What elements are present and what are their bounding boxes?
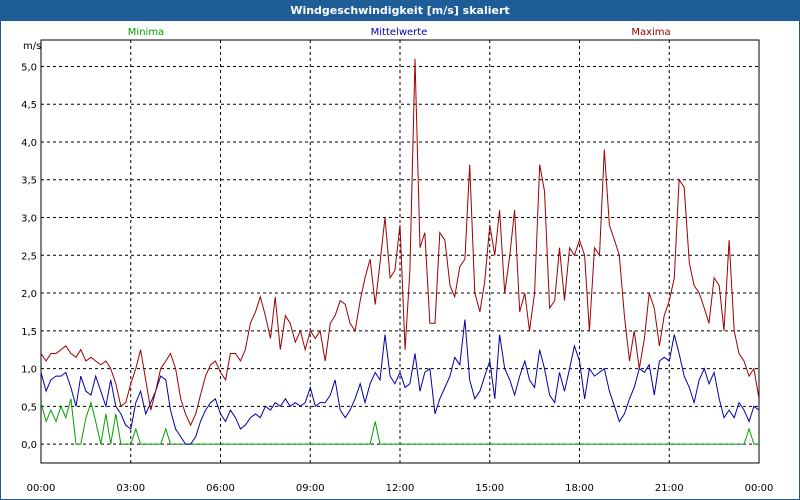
legend-maxima: Maxima <box>631 27 670 38</box>
x-axis: 00:0024.06.2403:0024.06.2406:0024.06.240… <box>27 483 774 494</box>
x-tick-time: 09:00 <box>296 483 325 494</box>
series-line-maxima <box>41 58 759 427</box>
grid <box>41 40 759 463</box>
y-tick-label: 5,0 <box>21 62 37 73</box>
series-line-minima <box>41 398 759 445</box>
y-axis: 0,0 0,5 1,0 1,5 2,0 2,5 3,0 3,5 4,0 4,5 5,0 <box>21 62 37 451</box>
legend: Minima Mittelwerte Maxima <box>128 27 671 38</box>
legend-minima: Minima <box>128 27 164 38</box>
x-tick-time: 15:00 <box>475 483 504 494</box>
y-tick-label: 2,5 <box>21 251 37 262</box>
x-tick-time: 00:00 <box>745 483 774 494</box>
x-tick-time: 03:00 <box>116 483 145 494</box>
y-tick-label: 4,5 <box>21 100 37 111</box>
y-tick-label: 3,5 <box>21 176 37 187</box>
y-tick-label: 0,0 <box>21 440 37 451</box>
x-tick-time: 18:00 <box>565 483 594 494</box>
legend-mittelwerte: Mittelwerte <box>371 27 428 38</box>
y-tick-label: 1,5 <box>21 327 37 338</box>
wind-speed-chart: Minima Mittelwerte Maxima m/s 0,0 0,5 1,0 1,5… <box>21 27 774 494</box>
x-tick-time: 21:00 <box>655 483 684 494</box>
x-tick-time: 00:00 <box>27 483 56 494</box>
y-tick-label: 4,0 <box>21 138 37 149</box>
y-tick-label: 2,0 <box>21 289 37 300</box>
y-tick-label: 0,5 <box>21 402 37 413</box>
y-tick-label: 1,0 <box>21 365 37 376</box>
series-group <box>41 58 759 445</box>
x-tick-time: 06:00 <box>206 483 235 494</box>
chart-title: Windgeschwindigkeit [m/s] skaliert <box>1 1 799 21</box>
y-axis-label: m/s <box>23 41 41 52</box>
y-tick-label: 3,0 <box>21 214 37 225</box>
x-tick-time: 12:00 <box>386 483 415 494</box>
